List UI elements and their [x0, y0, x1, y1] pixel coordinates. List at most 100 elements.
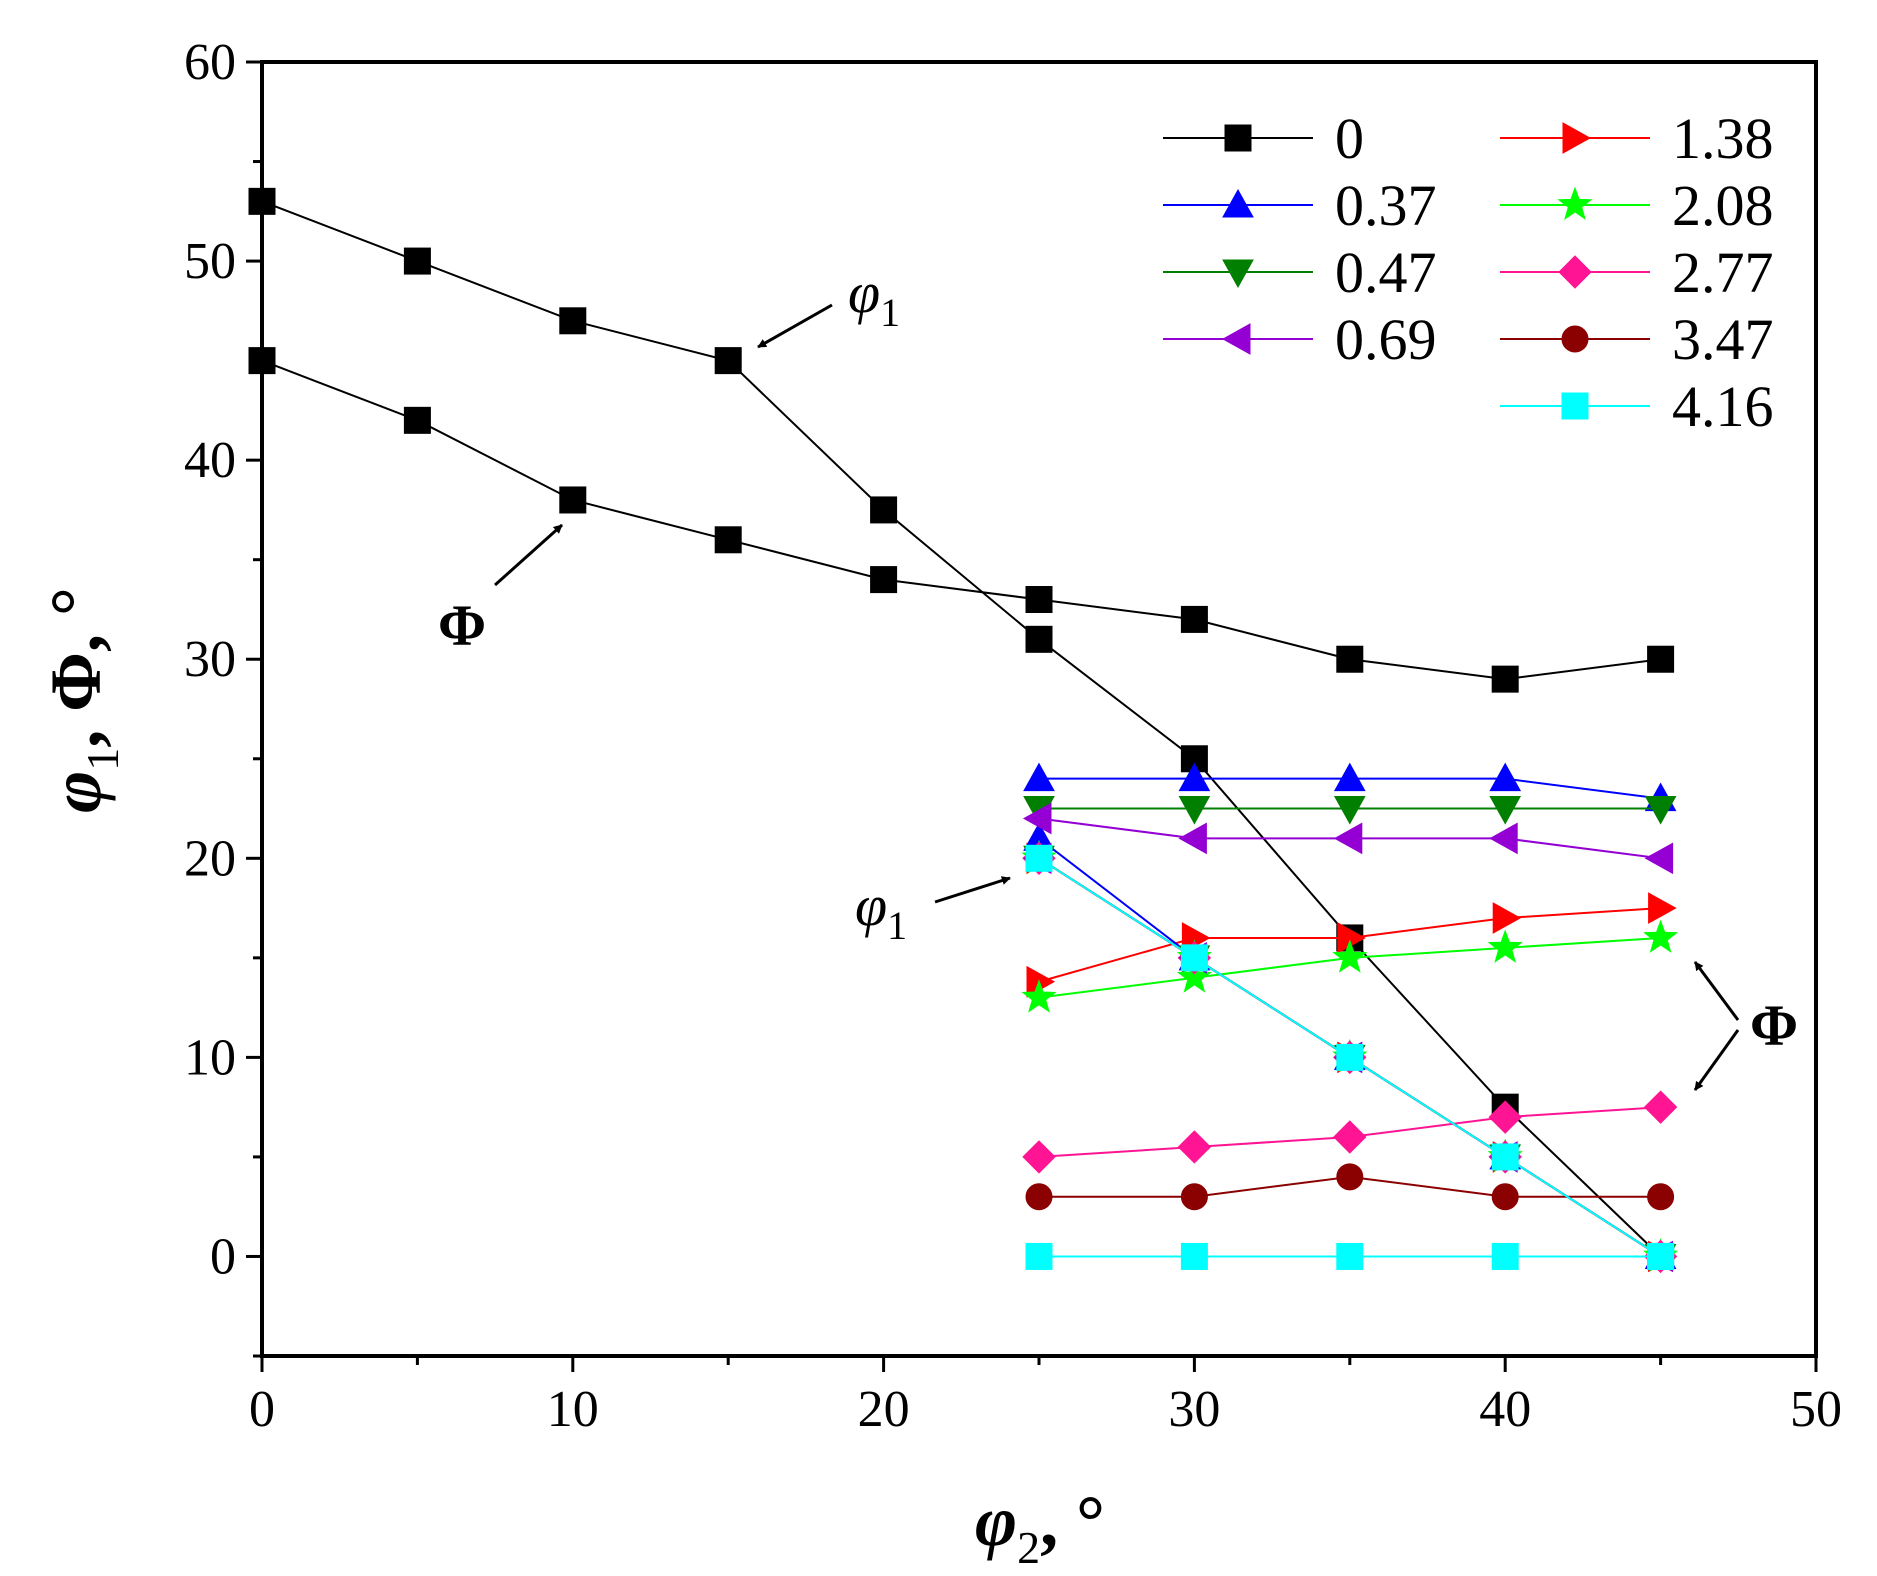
series-0.47 [1023, 796, 1677, 1273]
data-point [1489, 822, 1518, 855]
legend-item: 0.47 [1163, 240, 1437, 305]
series-4.16 [1025, 844, 1675, 1270]
legend-marker [1221, 323, 1251, 355]
data-point [1025, 625, 1053, 653]
legend-label: 0 [1335, 106, 1364, 171]
data-point [1647, 645, 1675, 673]
data-point [1336, 645, 1364, 673]
data-point [1491, 1183, 1519, 1211]
data-point [1180, 944, 1208, 972]
data-point [1491, 1242, 1519, 1270]
data-point [714, 526, 742, 554]
data-point [1336, 1242, 1364, 1270]
data-point [1180, 605, 1208, 633]
data-point [1336, 1043, 1364, 1071]
legend-marker [1562, 122, 1592, 154]
annotation-arrow-phi1-upper [757, 303, 833, 349]
legend-marker [1224, 124, 1252, 152]
data-point [1022, 1140, 1056, 1174]
legend-marker [1558, 255, 1592, 289]
data-point [1644, 796, 1677, 825]
x-axis-title-main: φ [975, 1481, 1017, 1561]
x-tick-label: 10 [547, 1381, 599, 1438]
legend-marker [1557, 186, 1593, 220]
y-tick-label: 60 [184, 34, 236, 91]
data-point [1333, 762, 1366, 792]
y-tick-label: 30 [184, 631, 236, 688]
data-point [1023, 762, 1055, 792]
legend-marker [1222, 188, 1254, 218]
data-point [1180, 1183, 1208, 1211]
data-point [870, 496, 898, 524]
legend-item: 0.69 [1163, 307, 1437, 372]
data-point [1491, 1143, 1519, 1171]
legend-label: 2.77 [1672, 240, 1774, 305]
y-axis-title-middle: , Φ [36, 652, 116, 748]
data-point [403, 247, 431, 275]
data-point [714, 347, 742, 375]
legend-item: 1.38 [1500, 106, 1774, 171]
data-point [870, 566, 898, 594]
annotation-phi1-upper: φ1 [848, 260, 900, 335]
legend-label: 4.16 [1672, 374, 1774, 439]
y-tick-labels: 0 10 20 30 40 50 60 [184, 34, 236, 1285]
annotations: φ1 Φ φ1 Φ [438, 260, 1798, 1091]
annotation-arrow-Phi-lower-a [1693, 961, 1740, 1021]
data-point [1025, 1183, 1053, 1211]
series-line [261, 359, 1661, 681]
data-point [1643, 1090, 1678, 1124]
data-point [1025, 844, 1053, 872]
data-point [1333, 796, 1366, 825]
data-point [1492, 902, 1522, 934]
data-point [1488, 1100, 1522, 1134]
data-point [1647, 1242, 1675, 1270]
x-tick-label: 20 [858, 1381, 910, 1438]
data-point [1177, 1130, 1212, 1164]
legend-label: 1.38 [1672, 106, 1774, 171]
legend: 00.370.470.69 1.382.082.773.474.16 [1163, 106, 1774, 439]
legend-marker [1222, 259, 1254, 289]
annotation-Phi-lower: Φ [1750, 993, 1798, 1058]
annotation-phi1-lower: φ1 [855, 873, 907, 948]
legend-label: 0.47 [1335, 240, 1437, 305]
data-point [1180, 1242, 1208, 1270]
data-point [559, 307, 587, 335]
legend-label: 0.69 [1335, 307, 1437, 372]
series-line [261, 200, 1662, 1258]
data-point [1487, 929, 1523, 963]
data-point [1025, 586, 1053, 614]
data-point [1332, 939, 1368, 973]
legend-item: 0.37 [1163, 173, 1437, 238]
data-point [1025, 1242, 1053, 1270]
data-point [1336, 1163, 1364, 1191]
x-axis-title-sub: 2 [1017, 1522, 1040, 1573]
x-axis-title: φ2, ° [975, 1481, 1105, 1573]
x-tick-label: 40 [1479, 1381, 1531, 1438]
data-point [559, 486, 587, 514]
y-tick-label: 0 [210, 1228, 236, 1285]
data-point [1491, 665, 1519, 693]
y-tick-label: 50 [184, 233, 236, 290]
legend-item: 2.08 [1500, 173, 1774, 238]
annotation-Phi-upper: Φ [438, 593, 486, 658]
y-axis-title-sub: 1 [77, 748, 128, 771]
data-point [1178, 822, 1207, 855]
data-point [1648, 892, 1677, 924]
data-point [1643, 919, 1679, 953]
legend-item: 4.16 [1500, 374, 1774, 439]
data-point [1178, 762, 1211, 792]
data-point [1333, 822, 1363, 855]
annotation-arrow-Phi-lower-b [1693, 1029, 1740, 1091]
legend-marker [1561, 392, 1589, 420]
y-tick-label: 10 [184, 1029, 236, 1086]
data-point [1647, 1183, 1675, 1211]
x-tick-label: 0 [249, 1381, 275, 1438]
legend-marker [1561, 325, 1589, 353]
series-0 [248, 187, 1675, 1270]
y-axis-title-suffix: , ° [36, 587, 116, 652]
data-point [1022, 802, 1052, 835]
axis-ticks [246, 60, 1818, 1372]
x-tick-label: 30 [1168, 1381, 1220, 1438]
legend-label: 3.47 [1672, 307, 1774, 372]
